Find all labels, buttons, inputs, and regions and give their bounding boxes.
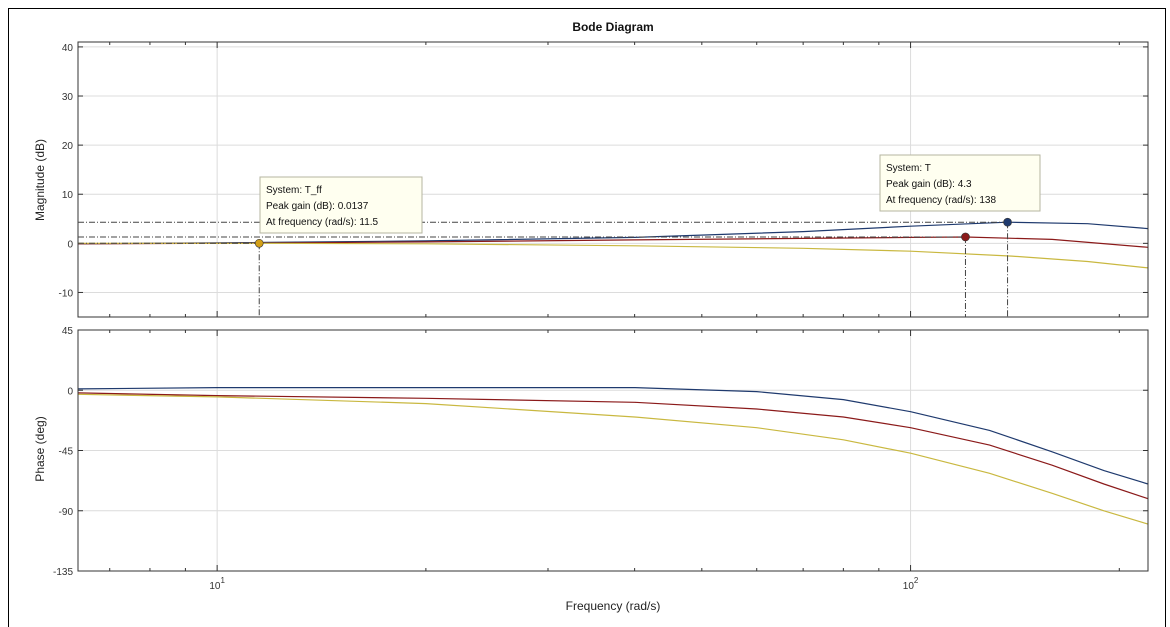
magnitude-series-T_ff [78, 242, 1149, 269]
chart-title: Bode Diagram [572, 20, 653, 34]
phase-ytick-label-1: -90 [59, 507, 74, 518]
phase-series-T_ff [77, 393, 1149, 525]
datatip-line-1-0: System: T [886, 163, 931, 174]
phase-ytick-label-2: -45 [59, 447, 74, 458]
peak-marker-T_ff [254, 238, 264, 248]
magnitude-ytick-label-2: 10 [62, 190, 74, 201]
phase-y-axis-label: Phase (deg) [33, 416, 47, 481]
magnitude-y-axis-label: Magnitude (dB) [33, 139, 47, 221]
phase-panel: -135 -90 -45 0 45 101 102 [53, 326, 1149, 592]
phase-ytick-label-4: 45 [62, 326, 74, 337]
datatip-1: System: T Peak gain (dB): 4.3 At frequency… [879, 154, 1041, 212]
figure-frame [8, 8, 1166, 627]
magnitude-ytick-label-5: 40 [62, 43, 74, 54]
magnitude-series-T [77, 221, 1149, 245]
datatip-box-0 [259, 176, 423, 234]
datatip-0: System: T_ff Peak gain (dB): 0.0137 At fre… [259, 176, 423, 234]
x-axis-label: Frequency (rad/s) [566, 599, 661, 613]
magnitude-panel: -10 0 10 20 30 40 System: T_ff Peak gain (dB): … [59, 41, 1149, 318]
magnitude-ytick-label-4: 30 [62, 92, 74, 103]
phase-axes-box [77, 329, 1149, 572]
datatip-box-1 [879, 154, 1041, 212]
datatip-line-0-0: System: T_ff [266, 185, 322, 196]
phase-ytick-label-3: 0 [67, 386, 73, 397]
xtick-label-100: 102 [903, 576, 919, 592]
magnitude-ytick-label-3: 20 [62, 141, 74, 152]
phase-series-T_mid [77, 392, 1149, 500]
magnitude-ytick-label-0: -10 [59, 288, 74, 299]
phase-series-T [77, 387, 1149, 485]
phase-ytick-label-0: -135 [53, 567, 73, 578]
xtick-label-10: 101 [209, 576, 225, 592]
datatip-line-1-2: At frequency (rad/s): 138 [886, 195, 996, 206]
magnitude-axes-box [77, 41, 1149, 318]
peak-marker-T_mid [961, 232, 970, 242]
peak-marker-T [1003, 217, 1012, 227]
datatip-line-0-1: Peak gain (dB): 0.0137 [266, 201, 369, 212]
datatip-line-1-1: Peak gain (dB): 4.3 [886, 179, 972, 190]
magnitude-ytick-label-1: 0 [67, 239, 73, 250]
datatip-line-0-2: At frequency (rad/s): 11.5 [266, 217, 379, 228]
